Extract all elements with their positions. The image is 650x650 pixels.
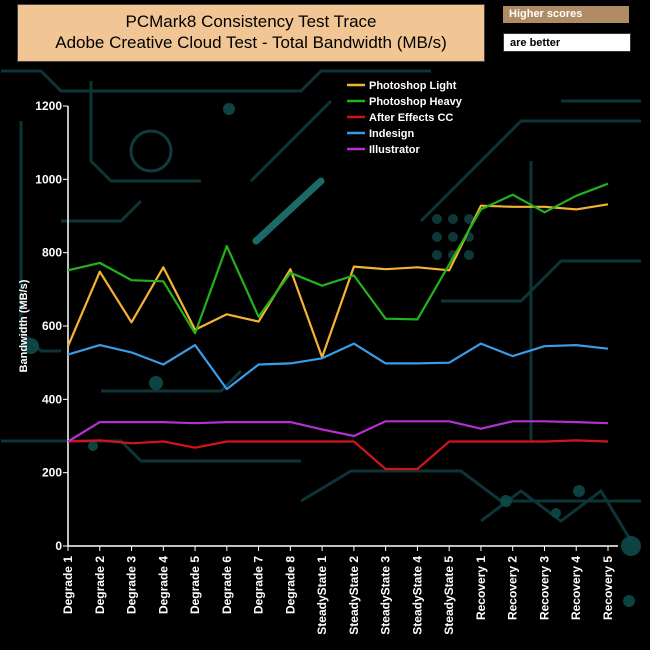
y-tick-label: 0 (55, 539, 62, 553)
series-line (67, 420, 609, 443)
series-line (67, 342, 609, 391)
chart-title-line-2: Adobe Creative Cloud Test - Total Bandwi… (55, 33, 447, 52)
x-tick-label: Degrade 7 (252, 556, 266, 614)
x-tick-label: SteadyState 4 (410, 556, 424, 635)
y-tick-label: 1000 (35, 172, 62, 186)
legend-label: Photoshop Light (369, 80, 457, 92)
x-tick-label: Degrade 4 (156, 556, 170, 614)
chart-title-line-1: PCMark8 Consistency Test Trace (125, 12, 377, 31)
x-tick-label: Recovery 5 (601, 556, 615, 620)
x-tick-label: Recovery 1 (474, 556, 488, 620)
x-tick-label: SteadyState 3 (379, 556, 393, 635)
x-tick-label: SteadyState 1 (315, 556, 329, 635)
x-tick-label: Degrade 8 (283, 556, 297, 614)
y-tick-label: 800 (42, 246, 62, 260)
series-line (67, 439, 609, 471)
legend-label: Photoshop Heavy (369, 96, 463, 108)
x-tick-label: SteadyState 5 (442, 556, 456, 635)
x-tick-label: Recovery 2 (506, 556, 520, 620)
series-line (66, 203, 609, 359)
y-tick-label: 600 (42, 319, 62, 333)
x-tick-label: Degrade 3 (125, 556, 139, 614)
x-tick-label: Degrade 5 (188, 556, 202, 614)
x-tick-label: Recovery 4 (569, 556, 583, 620)
y-tick-label: 1200 (35, 99, 62, 113)
higher-scores-badge: Higher scores (503, 6, 629, 23)
legend-label: Illustrator (369, 144, 420, 156)
y-axis-label: Bandwidth (MB/s) (18, 279, 30, 372)
y-tick-label: 200 (42, 466, 62, 480)
x-tick-label: Degrade 1 (61, 556, 75, 614)
legend-label: Indesign (369, 128, 415, 140)
y-tick-label: 400 (42, 392, 62, 406)
series-line (67, 182, 609, 335)
x-tick-label: SteadyState 2 (347, 556, 361, 635)
are-better-badge: are better (503, 33, 631, 52)
chart-title: PCMark8 Consistency Test Trace Adobe Cre… (17, 4, 485, 62)
legend-label: After Effects CC (369, 112, 453, 124)
x-tick-label: Degrade 6 (220, 556, 234, 614)
x-tick-label: Recovery 3 (537, 556, 551, 620)
x-tick-label: Degrade 2 (93, 556, 107, 614)
